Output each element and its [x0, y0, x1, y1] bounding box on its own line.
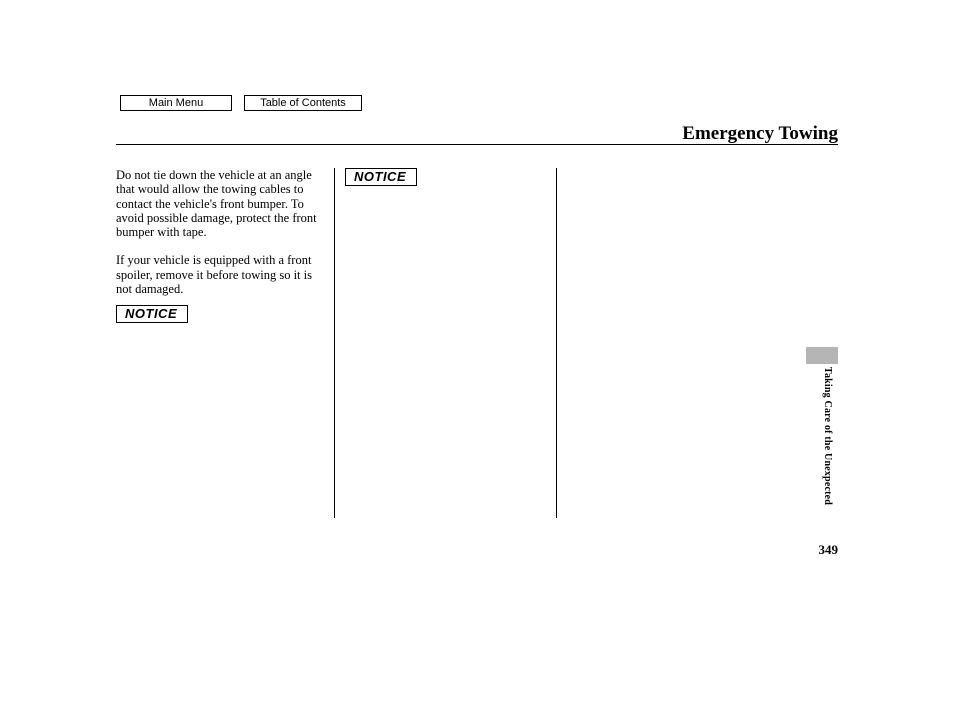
body-paragraph-2: If your vehicle is equipped with a front… — [116, 253, 323, 296]
main-menu-button[interactable]: Main Menu — [120, 95, 232, 111]
notice-badge-col1: NOTICE — [116, 305, 188, 323]
body-column-1: Do not tie down the vehicle at an angle … — [116, 168, 323, 296]
body-paragraph-1: Do not tie down the vehicle at an angle … — [116, 168, 323, 239]
top-nav: Main Menu Table of Contents — [120, 95, 362, 111]
section-label: Taking Care of the Unexpected — [822, 367, 833, 505]
column-divider-1 — [334, 168, 335, 518]
table-of-contents-button[interactable]: Table of Contents — [244, 95, 362, 111]
page-title: Emergency Towing — [682, 123, 838, 145]
column-divider-2 — [556, 168, 557, 518]
notice-badge-col2: NOTICE — [345, 168, 417, 186]
page-number: 349 — [819, 542, 839, 558]
manual-page: Main Menu Table of Contents Emergency To… — [0, 0, 954, 710]
section-tab — [806, 347, 838, 364]
title-rule — [116, 144, 838, 145]
